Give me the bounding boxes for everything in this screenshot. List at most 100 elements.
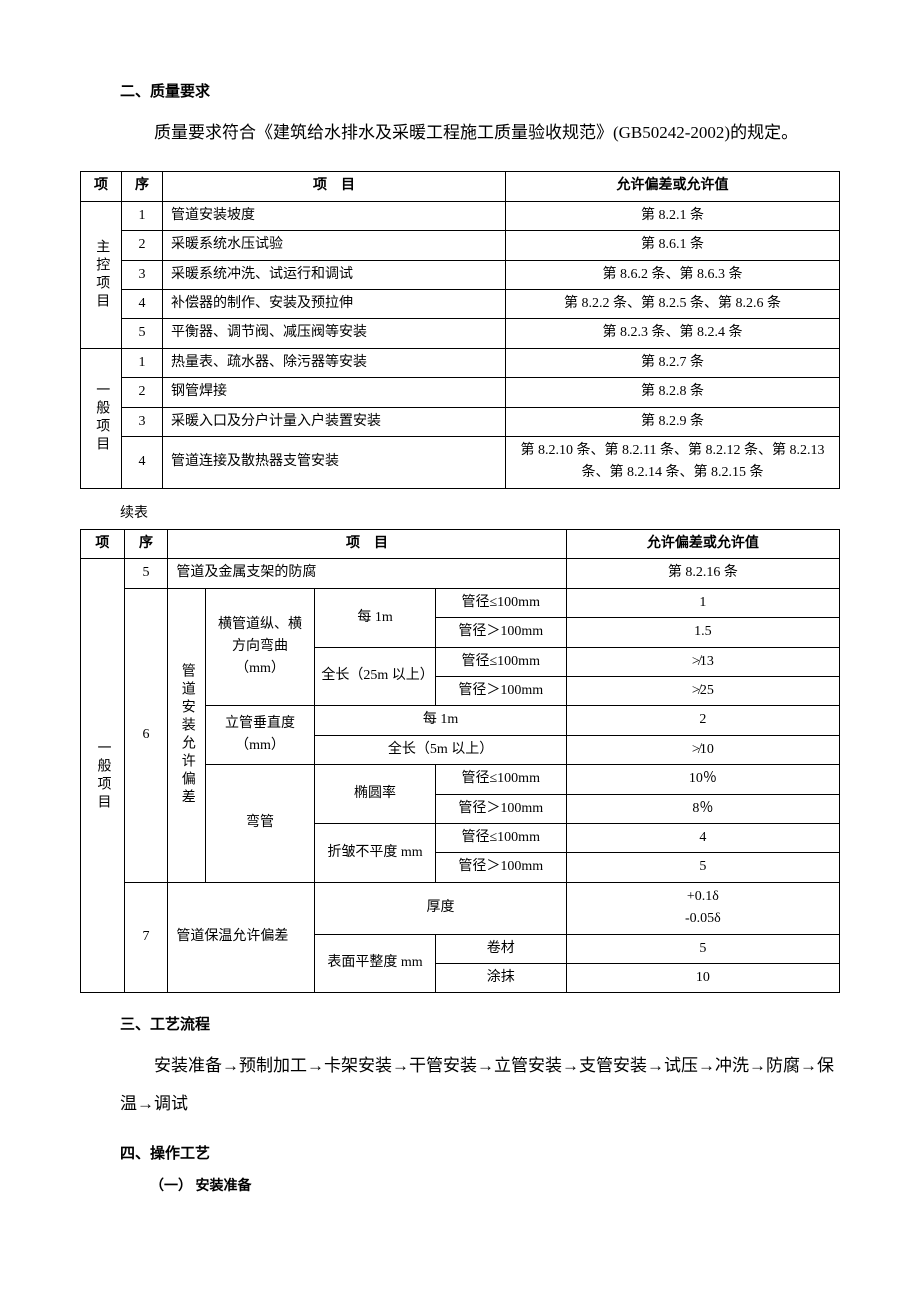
table-row: 2钢管焊接第 8.2.8 条	[81, 378, 840, 407]
cell: 管径≤100mm	[435, 823, 566, 852]
section-4-heading: 四、操作工艺	[120, 1142, 840, 1166]
cell: 第 8.2.2 条、第 8.2.5 条、第 8.2.6 条	[506, 289, 840, 318]
section-3-body: 安装准备→预制加工→卡架安装→干管安装→立管安装→支管安装→试压→冲洗→防腐→保…	[120, 1047, 840, 1122]
cell: 采暖系统冲洗、试运行和调试	[163, 260, 506, 289]
cell: 第 8.2.10 条、第 8.2.11 条、第 8.2.12 条、第 8.2.1…	[506, 436, 840, 488]
cell: +0.1δ -0.05δ	[566, 882, 839, 934]
section-2-body: 质量要求符合《建筑给水排水及采暖工程施工质量验收规范》(GB50242-2002…	[120, 114, 840, 151]
cell: 第 8.2.16 条	[566, 559, 839, 588]
cell: 全长（25m 以上）	[315, 647, 435, 706]
cell: ≯25	[566, 677, 839, 706]
th-proj: 项	[81, 172, 122, 201]
cell: 涂抹	[435, 963, 566, 992]
cell: 第 8.2.9 条	[506, 407, 840, 436]
cell: 4	[122, 436, 163, 488]
cell: 第 8.2.8 条	[506, 378, 840, 407]
cell: 2	[122, 231, 163, 260]
cell: 立管垂直度（mm）	[205, 706, 315, 765]
cell: 3	[122, 260, 163, 289]
table-row: 主控项目 1 管道安装坡度 第 8.2.1 条	[81, 201, 840, 230]
continued-label: 续表	[120, 503, 840, 525]
cell: 7	[124, 882, 168, 993]
table-row: 一般项目 5 管道及金属支架的防腐 第 8.2.16 条	[81, 559, 840, 588]
cell: 横管道纵、横方向弯曲（mm）	[205, 588, 315, 706]
cell: 10	[566, 963, 839, 992]
cell: 每 1m	[315, 706, 566, 735]
cell: 1	[122, 201, 163, 230]
cell: 折皱不平度 mm	[315, 823, 435, 882]
group-general: 一般项目	[81, 559, 125, 993]
cell: 第 8.6.2 条、第 8.6.3 条	[506, 260, 840, 289]
table-row: 3采暖入口及分户计量入户装置安装第 8.2.9 条	[81, 407, 840, 436]
cell: 3	[122, 407, 163, 436]
table-row: 2采暖系统水压试验第 8.6.1 条	[81, 231, 840, 260]
cell: 第 8.2.7 条	[506, 348, 840, 377]
group-general: 一般项目	[81, 348, 122, 488]
table-row: 4管道连接及散热器支管安装第 8.2.10 条、第 8.2.11 条、第 8.2…	[81, 436, 840, 488]
th-proj: 项	[81, 530, 125, 559]
section-3-heading: 三、工艺流程	[120, 1013, 840, 1037]
table-row: 项 序 项 目 允许偏差或允许值	[81, 172, 840, 201]
th-allow: 允许偏差或允许值	[566, 530, 839, 559]
table-1: 项 序 项 目 允许偏差或允许值 主控项目 1 管道安装坡度 第 8.2.1 条…	[80, 171, 840, 488]
cell: 10％	[566, 765, 839, 794]
table-row: 一般项目 1热量表、疏水器、除污器等安装第 8.2.7 条	[81, 348, 840, 377]
cell: 管道保温允许偏差	[168, 882, 315, 993]
cell: 全长（5m 以上）	[315, 735, 566, 764]
th-item: 项 目	[163, 172, 506, 201]
table-row: 7 管道保温允许偏差 厚度 +0.1δ -0.05δ	[81, 882, 840, 934]
cell: 采暖系统水压试验	[163, 231, 506, 260]
cell: 5	[566, 934, 839, 963]
cell: 4	[122, 289, 163, 318]
cell: 管道安装坡度	[163, 201, 506, 230]
table-row: 项 序 项 目 允许偏差或允许值	[81, 530, 840, 559]
cell: 第 8.2.3 条、第 8.2.4 条	[506, 319, 840, 348]
th-item: 项 目	[168, 530, 566, 559]
cell: 平衡器、调节阀、减压阀等安装	[163, 319, 506, 348]
cell: 采暖入口及分户计量入户装置安装	[163, 407, 506, 436]
cell: 管径≤100mm	[435, 647, 566, 676]
cell: 第 8.2.1 条	[506, 201, 840, 230]
cell: 管径＞100mm	[435, 618, 566, 647]
table-row: 6 管道安装允许偏差 横管道纵、横方向弯曲（mm） 每 1m 管径≤100mm …	[81, 588, 840, 617]
cell: 管径＞100mm	[435, 794, 566, 823]
cell: 管径≤100mm	[435, 588, 566, 617]
cell: 管道连接及散热器支管安装	[163, 436, 506, 488]
cell: 第 8.6.1 条	[506, 231, 840, 260]
cell: 表面平整度 mm	[315, 934, 435, 993]
cell: 5	[124, 559, 168, 588]
section-4-sub: （一） 安装准备	[150, 1176, 840, 1198]
th-allow: 允许偏差或允许值	[506, 172, 840, 201]
cell: ≯10	[566, 735, 839, 764]
cell: 8％	[566, 794, 839, 823]
th-seq: 序	[122, 172, 163, 201]
cell: 热量表、疏水器、除污器等安装	[163, 348, 506, 377]
cell: 2	[566, 706, 839, 735]
cell: 1	[566, 588, 839, 617]
th-seq: 序	[124, 530, 168, 559]
cell: 5	[122, 319, 163, 348]
section-2-heading: 二、质量要求	[120, 80, 840, 104]
table-row: 4补偿器的制作、安装及预拉伸第 8.2.2 条、第 8.2.5 条、第 8.2.…	[81, 289, 840, 318]
cell: 管道及金属支架的防腐	[168, 559, 566, 588]
cell: 2	[122, 378, 163, 407]
cell: 管道安装允许偏差	[168, 588, 205, 882]
cell: 1	[122, 348, 163, 377]
cell: 卷材	[435, 934, 566, 963]
group-main: 主控项目	[81, 201, 122, 348]
cell: 弯管	[205, 765, 315, 883]
cell: 椭圆率	[315, 765, 435, 824]
cell: 管径＞100mm	[435, 677, 566, 706]
cell: 管径≤100mm	[435, 765, 566, 794]
cell: 5	[566, 853, 839, 882]
table-row: 3采暖系统冲洗、试运行和调试第 8.6.2 条、第 8.6.3 条	[81, 260, 840, 289]
cell: 厚度	[315, 882, 566, 934]
cell: 6	[124, 588, 168, 882]
cell: 钢管焊接	[163, 378, 506, 407]
cell: 1.5	[566, 618, 839, 647]
cell: 每 1m	[315, 588, 435, 647]
cell: 补偿器的制作、安装及预拉伸	[163, 289, 506, 318]
cell: 管径＞100mm	[435, 853, 566, 882]
table-2: 项 序 项 目 允许偏差或允许值 一般项目 5 管道及金属支架的防腐 第 8.2…	[80, 529, 840, 993]
table-row: 5平衡器、调节阀、减压阀等安装第 8.2.3 条、第 8.2.4 条	[81, 319, 840, 348]
